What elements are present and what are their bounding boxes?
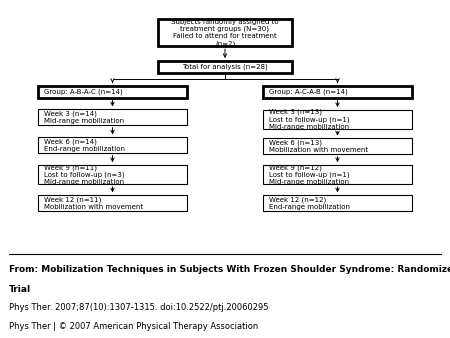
FancyBboxPatch shape xyxy=(38,137,187,153)
Text: From: Mobilization Techniques in Subjects With Frozen Shoulder Syndrome: Randomi: From: Mobilization Techniques in Subject… xyxy=(9,265,450,274)
Text: Group: A-B-A-C (n=14): Group: A-B-A-C (n=14) xyxy=(44,89,122,95)
Text: Trial: Trial xyxy=(9,285,31,294)
Text: Week 3 (n=13)
Lost to follow-up (n=1)
Mid-range mobilization: Week 3 (n=13) Lost to follow-up (n=1) Mi… xyxy=(269,109,349,130)
FancyBboxPatch shape xyxy=(263,165,412,184)
FancyBboxPatch shape xyxy=(38,195,187,211)
Text: Week 12 (n=11)
Mobilization with movement: Week 12 (n=11) Mobilization with movemen… xyxy=(44,196,143,210)
Text: Week 6 (n=13)
Mobilization with movement: Week 6 (n=13) Mobilization with movement xyxy=(269,140,368,153)
FancyBboxPatch shape xyxy=(38,86,187,98)
FancyBboxPatch shape xyxy=(38,110,187,125)
Text: Week 9 (n=12)
Lost to follow-up (n=1)
Mid-range mobilization: Week 9 (n=12) Lost to follow-up (n=1) Mi… xyxy=(269,164,349,185)
FancyBboxPatch shape xyxy=(38,165,187,184)
FancyBboxPatch shape xyxy=(263,86,412,98)
Text: Week 6 (n=14)
End-range mobilization: Week 6 (n=14) End-range mobilization xyxy=(44,138,125,152)
FancyBboxPatch shape xyxy=(158,19,292,46)
Text: Phys Ther. 2007;87(10):1307-1315. doi:10.2522/ptj.20060295: Phys Ther. 2007;87(10):1307-1315. doi:10… xyxy=(9,303,269,312)
FancyBboxPatch shape xyxy=(263,110,412,129)
FancyBboxPatch shape xyxy=(263,139,412,154)
FancyBboxPatch shape xyxy=(158,61,292,73)
Text: Phys Ther | © 2007 American Physical Therapy Association: Phys Ther | © 2007 American Physical The… xyxy=(9,321,258,331)
Text: Subjects randomly assigned to
treatment groups (N=30)
Failed to attend for treat: Subjects randomly assigned to treatment … xyxy=(171,19,279,47)
FancyBboxPatch shape xyxy=(263,195,412,211)
Text: Group: A-C-A-B (n=14): Group: A-C-A-B (n=14) xyxy=(269,89,347,95)
Text: Week 3 (n=14)
Mid-range mobilization: Week 3 (n=14) Mid-range mobilization xyxy=(44,110,124,124)
Text: Total for analysis (n=28): Total for analysis (n=28) xyxy=(182,64,268,70)
Text: Week 9 (n=11)
Lost to follow-up (n=3)
Mid-range mobilization: Week 9 (n=11) Lost to follow-up (n=3) Mi… xyxy=(44,164,124,185)
Text: Week 12 (n=12)
End-range mobilization: Week 12 (n=12) End-range mobilization xyxy=(269,196,350,210)
